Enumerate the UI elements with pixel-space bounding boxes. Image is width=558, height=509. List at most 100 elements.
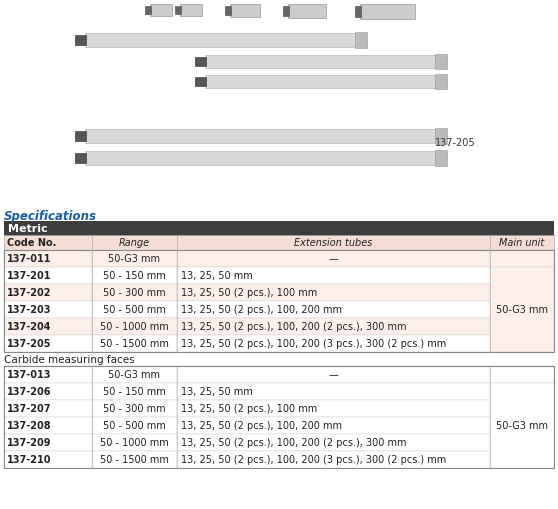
Bar: [92, 301, 177, 318]
Bar: [177, 301, 490, 318]
Text: Carbide measuring faces: Carbide measuring faces: [4, 354, 134, 364]
Bar: [205, 56, 435, 69]
Bar: [177, 366, 490, 383]
Text: 50 - 150 mm: 50 - 150 mm: [103, 387, 166, 397]
Bar: [490, 366, 554, 383]
Text: 50 - 1500 mm: 50 - 1500 mm: [100, 455, 169, 465]
Bar: [177, 434, 490, 451]
Text: 137-206: 137-206: [7, 387, 51, 397]
Bar: [4, 285, 92, 301]
Bar: [4, 301, 92, 318]
Bar: [4, 221, 554, 236]
Bar: [85, 34, 355, 48]
Text: 50 - 500 mm: 50 - 500 mm: [103, 420, 166, 431]
Text: 137-204: 137-204: [7, 322, 51, 332]
Bar: [4, 250, 554, 352]
Text: Extension tubes: Extension tubes: [294, 238, 373, 248]
Bar: [283, 7, 289, 17]
Bar: [225, 7, 231, 16]
Text: 13, 25, 50 (2 pcs.), 100, 200 (3 pcs.), 300 (2 pcs.) mm: 13, 25, 50 (2 pcs.), 100, 200 (3 pcs.), …: [181, 455, 446, 465]
Bar: [205, 76, 435, 89]
Bar: [177, 383, 490, 400]
Bar: [4, 366, 554, 468]
Text: 13, 25, 50 (2 pcs.), 100 mm: 13, 25, 50 (2 pcs.), 100 mm: [181, 288, 318, 298]
Text: 50 - 500 mm: 50 - 500 mm: [103, 305, 166, 315]
Text: 13, 25, 50 (2 pcs.), 100, 200 (2 pcs.), 300 mm: 13, 25, 50 (2 pcs.), 100, 200 (2 pcs.), …: [181, 322, 406, 332]
Bar: [195, 78, 206, 87]
Text: 137-209: 137-209: [7, 438, 51, 447]
Bar: [177, 285, 490, 301]
Text: 50-G3 mm: 50-G3 mm: [108, 370, 161, 380]
Bar: [92, 451, 177, 468]
Bar: [92, 383, 177, 400]
Bar: [4, 400, 92, 417]
Bar: [4, 434, 92, 451]
Text: Metric: Metric: [8, 223, 47, 234]
Bar: [490, 267, 554, 352]
Bar: [4, 250, 92, 267]
Bar: [75, 132, 86, 142]
Text: 137-207: 137-207: [7, 404, 51, 414]
Bar: [177, 267, 490, 285]
Bar: [355, 33, 367, 49]
Text: 13, 25, 50 mm: 13, 25, 50 mm: [181, 271, 253, 281]
Text: 137-202: 137-202: [7, 288, 51, 298]
Bar: [435, 55, 447, 70]
Bar: [490, 250, 554, 267]
Text: 50 - 150 mm: 50 - 150 mm: [103, 271, 166, 281]
Text: Range: Range: [119, 238, 150, 248]
Text: 13, 25, 50 mm: 13, 25, 50 mm: [181, 387, 253, 397]
Bar: [177, 451, 490, 468]
Text: 50-G3 mm: 50-G3 mm: [108, 254, 161, 264]
Text: 137-011: 137-011: [7, 254, 51, 264]
Text: Specifications: Specifications: [4, 210, 97, 222]
Text: Main unit: Main unit: [499, 238, 545, 248]
Text: 13, 25, 50 (2 pcs.), 100, 200 mm: 13, 25, 50 (2 pcs.), 100, 200 mm: [181, 305, 342, 315]
Text: 13, 25, 50 (2 pcs.), 100, 200 (2 pcs.), 300 mm: 13, 25, 50 (2 pcs.), 100, 200 (2 pcs.), …: [181, 438, 406, 447]
Text: 137-208: 137-208: [7, 420, 52, 431]
Bar: [75, 154, 86, 164]
Bar: [85, 130, 435, 144]
Text: 50 - 1000 mm: 50 - 1000 mm: [100, 322, 169, 332]
Bar: [177, 400, 490, 417]
Text: 13, 25, 50 (2 pcs.), 100, 200 mm: 13, 25, 50 (2 pcs.), 100, 200 mm: [181, 420, 342, 431]
Bar: [92, 318, 177, 335]
Text: 50 - 300 mm: 50 - 300 mm: [103, 404, 166, 414]
Bar: [92, 434, 177, 451]
Text: 137-201: 137-201: [7, 271, 51, 281]
Text: Code No.: Code No.: [7, 238, 56, 248]
Bar: [4, 417, 92, 434]
Bar: [4, 451, 92, 468]
Bar: [85, 152, 435, 165]
Text: 137-203: 137-203: [7, 305, 51, 315]
Bar: [75, 36, 86, 46]
Text: 137-205: 137-205: [435, 138, 475, 148]
Text: —: —: [329, 370, 338, 380]
Bar: [92, 250, 177, 267]
Bar: [177, 335, 490, 352]
Text: 137-013: 137-013: [7, 370, 51, 380]
Bar: [150, 5, 172, 17]
Text: 50 - 300 mm: 50 - 300 mm: [103, 288, 166, 298]
Bar: [435, 75, 447, 90]
Bar: [195, 58, 206, 67]
Bar: [92, 400, 177, 417]
Bar: [4, 236, 554, 250]
Text: 50-G3 mm: 50-G3 mm: [496, 305, 548, 315]
Bar: [4, 383, 92, 400]
Text: 137-210: 137-210: [7, 455, 51, 465]
Bar: [92, 267, 177, 285]
Bar: [230, 5, 260, 18]
Bar: [288, 5, 326, 19]
Text: 50 - 1000 mm: 50 - 1000 mm: [100, 438, 169, 447]
Bar: [435, 129, 447, 145]
Text: —: —: [329, 254, 338, 264]
Bar: [177, 318, 490, 335]
Bar: [92, 417, 177, 434]
Bar: [177, 417, 490, 434]
Text: 137-205: 137-205: [7, 339, 51, 349]
Text: 50-G3 mm: 50-G3 mm: [496, 420, 548, 431]
Bar: [435, 151, 447, 166]
Bar: [92, 285, 177, 301]
Bar: [180, 5, 202, 17]
